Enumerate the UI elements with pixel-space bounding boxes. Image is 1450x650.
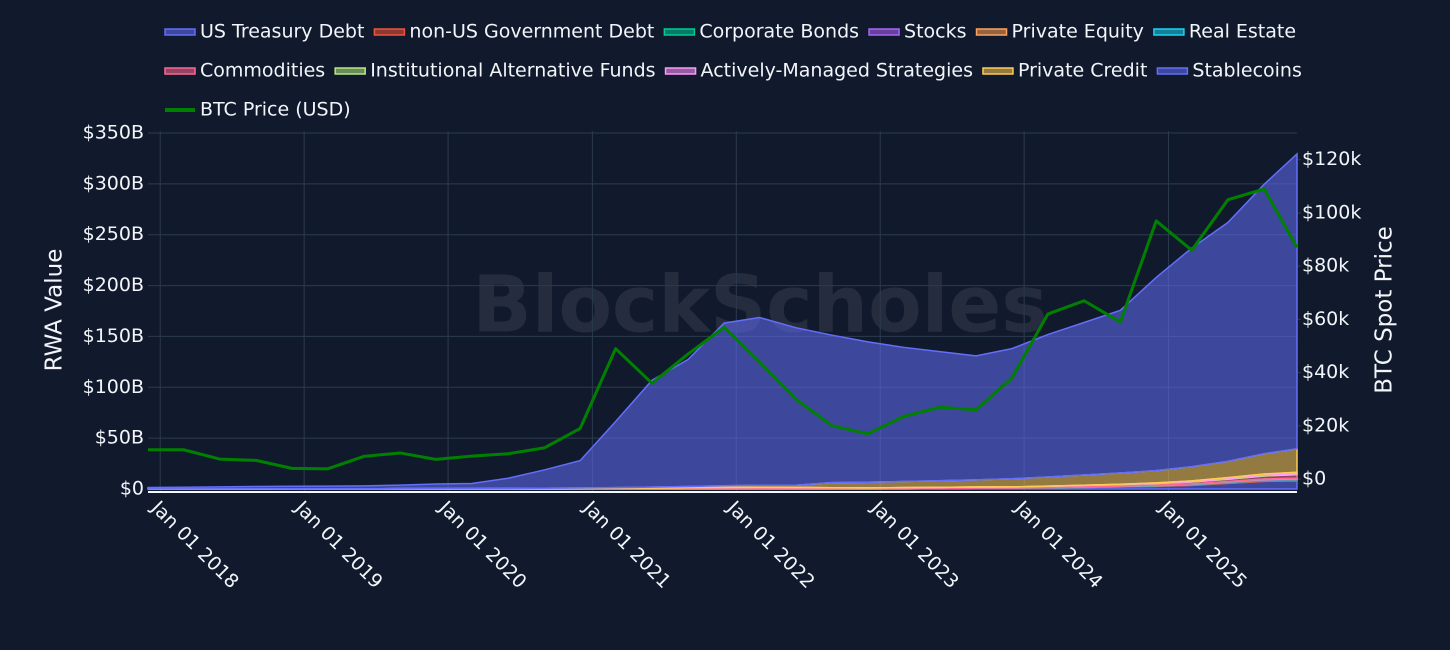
legend-item: US Treasury Debt	[164, 21, 364, 43]
y2-tick-label: $60k	[1302, 308, 1349, 330]
y2-tick-label: $120k	[1302, 148, 1361, 170]
legend-label: non-US Government Debt	[409, 21, 654, 43]
legend-swatch	[868, 28, 900, 36]
area	[147, 152, 1298, 490]
legend-label: Real Estate	[1189, 21, 1296, 43]
y-tick-label: $300B	[83, 172, 144, 194]
y-tick-label: $350B	[83, 122, 144, 144]
legend-item: Real Estate	[1153, 21, 1296, 43]
legend-label: Corporate Bonds	[699, 21, 859, 43]
legend-swatch	[1153, 28, 1185, 36]
y-tick-label: $200B	[83, 274, 144, 296]
legend-label: Stablecoins	[1192, 60, 1301, 82]
y-tick-label: $250B	[83, 223, 144, 245]
legend-swatch	[664, 67, 697, 75]
y-tick-label: $0	[120, 477, 144, 499]
legend-label: BTC Price (USD)	[200, 99, 351, 121]
legend-label: Private Equity	[1012, 21, 1144, 43]
legend-item: Actively-Managed Strategies	[664, 60, 973, 82]
legend-label: Private Credit	[1018, 60, 1147, 82]
legend-label: Commodities	[200, 60, 325, 82]
y2-tick-label: $20k	[1302, 414, 1349, 436]
legend-swatch	[334, 67, 366, 75]
legend-item: non-US Government Debt	[373, 21, 654, 43]
y-tick-label: $50B	[95, 427, 144, 449]
legend-swatch	[975, 28, 1008, 36]
legend-item: Institutional Alternative Funds	[334, 60, 656, 82]
legend-item: Private Credit	[982, 60, 1147, 82]
legend-label: Actively-Managed Strategies	[701, 60, 973, 82]
legend-swatch	[663, 28, 696, 36]
legend-item: BTC Price (USD)	[165, 99, 351, 121]
legend-swatch	[164, 67, 196, 75]
legend-item: Stocks	[868, 21, 967, 43]
y2-tick-label: $100k	[1302, 201, 1361, 223]
legend-label: US Treasury Debt	[200, 21, 364, 43]
y2-tick-label: $40k	[1302, 361, 1349, 383]
y-tick-label: $150B	[83, 325, 144, 347]
y-axis-title: RWA Value	[42, 249, 68, 372]
y2-tick-label: $0	[1302, 468, 1326, 490]
btc-line	[148, 187, 1299, 471]
y2-tick-label: $80k	[1302, 255, 1349, 277]
legend-swatch	[1156, 67, 1189, 75]
y2-axis-title: BTC Spot Price	[1372, 226, 1398, 394]
legend-swatch	[164, 28, 196, 36]
legend-item: Corporate Bonds	[663, 21, 859, 43]
legend-label: Institutional Alternative Funds	[370, 60, 655, 82]
legend-swatch	[373, 28, 406, 36]
legend-item: Stablecoins	[1156, 60, 1302, 82]
legend-item: Private Equity	[975, 21, 1144, 43]
legend-swatch	[982, 67, 1014, 75]
y-tick-label: $100B	[83, 376, 144, 398]
legend-label: Stocks	[904, 21, 966, 43]
legend-item: Commodities	[164, 60, 325, 82]
